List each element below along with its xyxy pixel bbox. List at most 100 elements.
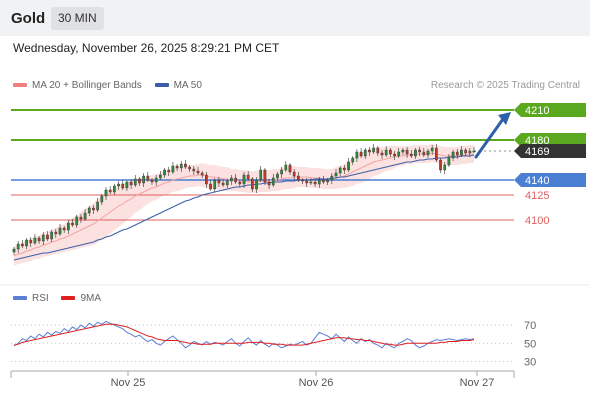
candle-body (251, 178, 254, 190)
rsi-tick-label-50: 50 (524, 338, 536, 350)
candle-body (125, 181, 129, 189)
level-label-4100: 4100 (525, 215, 549, 227)
candle-body (242, 174, 246, 185)
candle-body (96, 201, 99, 211)
chart-datetime: Wednesday, November 26, 2025 8:29:21 PM … (13, 41, 280, 55)
candle-body (451, 151, 455, 159)
candle-body (405, 149, 409, 155)
level-tag-4180 (514, 133, 586, 147)
level-label-4125: 4125 (525, 190, 549, 202)
candle-body (284, 164, 288, 171)
candle-body (163, 169, 166, 176)
candle-body (313, 181, 317, 185)
candle-body (234, 177, 237, 183)
x-tick-label: Nov 25 (111, 377, 146, 389)
candle-body (263, 169, 267, 183)
candle-body (464, 149, 467, 154)
rsi-9ma-line (13, 323, 475, 346)
candle-body (359, 151, 363, 157)
legend-item-ma50: MA 50 (154, 80, 202, 91)
candle-body (334, 172, 338, 177)
candle-body (447, 157, 451, 166)
x-tick-label: Nov 26 (299, 377, 334, 389)
candle-body (393, 153, 396, 157)
candle-body (347, 161, 350, 171)
candle-body (29, 239, 33, 244)
candle-body (322, 179, 325, 183)
candle-body (297, 175, 300, 181)
candle-body (150, 179, 154, 183)
candle-body (50, 231, 53, 240)
legend-item-9ma: 9MA (61, 293, 101, 304)
candle-body (472, 150, 476, 153)
candle-body (167, 169, 171, 173)
candle-body (288, 164, 292, 173)
legend-label-ma20: MA 20 + Bollinger Bands (32, 80, 142, 91)
candle-body (330, 175, 334, 181)
candle-body (401, 149, 405, 153)
candle-body (309, 181, 313, 184)
candle-body (92, 207, 95, 211)
research-credit: Research © 2025 Trading Central (430, 80, 580, 91)
candle-body (21, 243, 24, 247)
candle-body (83, 212, 87, 220)
candle-body (54, 231, 58, 235)
candle-body (75, 216, 79, 226)
bollinger-band (14, 144, 474, 266)
level-label-4210: 4210 (525, 105, 549, 117)
candle-body (225, 180, 229, 186)
legend-item-ma20: MA 20 + Bollinger Bands (13, 80, 142, 91)
rsi-legend: RSI 9MA (13, 293, 111, 304)
candle-body (196, 170, 200, 174)
candle-body (363, 149, 367, 157)
candle-body (355, 151, 359, 159)
candle-body (276, 173, 279, 179)
level-tag-4169 (514, 144, 586, 158)
price-legend: MA 20 + Bollinger Bands MA 50 (13, 80, 212, 91)
candle-body (280, 169, 283, 175)
candle-body (351, 157, 355, 163)
candle-body (384, 149, 388, 156)
level-tag-4210 (514, 103, 586, 117)
candle-body (159, 174, 162, 179)
candle-body (213, 179, 217, 190)
level-label-4140: 4140 (525, 175, 549, 187)
candle-body (113, 185, 116, 193)
candle-body (246, 174, 250, 180)
candle-body (305, 180, 309, 184)
candle-body (255, 179, 258, 190)
candle-body (67, 222, 70, 231)
legend-label-ma50: MA 50 (173, 80, 202, 91)
candle-body (33, 237, 37, 244)
candle-body (184, 163, 187, 168)
forecast-arrow-shaft (474, 117, 505, 159)
candle-body (439, 159, 442, 171)
candle-body (71, 222, 74, 226)
candle-body (46, 234, 49, 240)
candle-body (100, 195, 104, 203)
candle-body (301, 179, 304, 182)
candle-body (179, 163, 183, 169)
candle-body (188, 166, 191, 170)
candle-body (317, 179, 321, 185)
candle-body (372, 147, 375, 153)
rsi-tick-label-70: 70 (524, 320, 536, 332)
candle-body (142, 175, 145, 184)
candle-body (58, 227, 62, 235)
candle-body (259, 169, 263, 181)
candle-body (171, 165, 175, 173)
candle-body (154, 177, 158, 183)
legend-swatch-9ma (61, 296, 76, 301)
candle-body (175, 165, 179, 169)
candle-body (380, 152, 384, 156)
candle-body (209, 183, 212, 190)
forecast-arrow-head (498, 112, 511, 125)
candle-body (414, 149, 417, 157)
candle-body (426, 150, 430, 156)
chart-header: Gold 30 MIN (0, 0, 590, 36)
legend-swatch-ma20 (13, 83, 27, 88)
candle-body (16, 243, 20, 250)
candle-body (326, 179, 329, 183)
timeframe-button[interactable]: 30 MIN (51, 7, 104, 30)
